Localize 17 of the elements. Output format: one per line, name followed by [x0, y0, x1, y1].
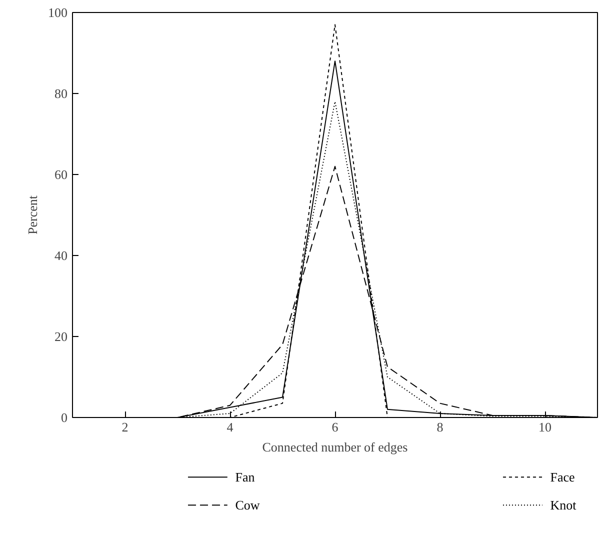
y-tick-label: 60	[54, 167, 68, 182]
x-tick-label: 6	[332, 420, 339, 434]
x-tick-label: 4	[226, 420, 234, 434]
y-tick-label: 40	[54, 248, 68, 263]
legend-label: Face	[550, 470, 576, 485]
x-tick-label: 2	[122, 420, 128, 434]
x-axis-title: Connected number of edges	[262, 440, 408, 454]
y-axis-title: Percent	[25, 195, 40, 234]
y-tick-label: 100	[48, 5, 68, 20]
x-tick-label: 10	[538, 420, 552, 434]
y-tick-label: 20	[54, 329, 68, 344]
legend-label: Fan	[235, 470, 256, 485]
y-tick-label: 0	[61, 410, 68, 425]
x-tick-label: 8	[436, 420, 444, 434]
legend-label: Knot	[550, 498, 577, 513]
y-tick-label: 80	[54, 86, 68, 101]
legend-label: Cow	[235, 498, 260, 513]
